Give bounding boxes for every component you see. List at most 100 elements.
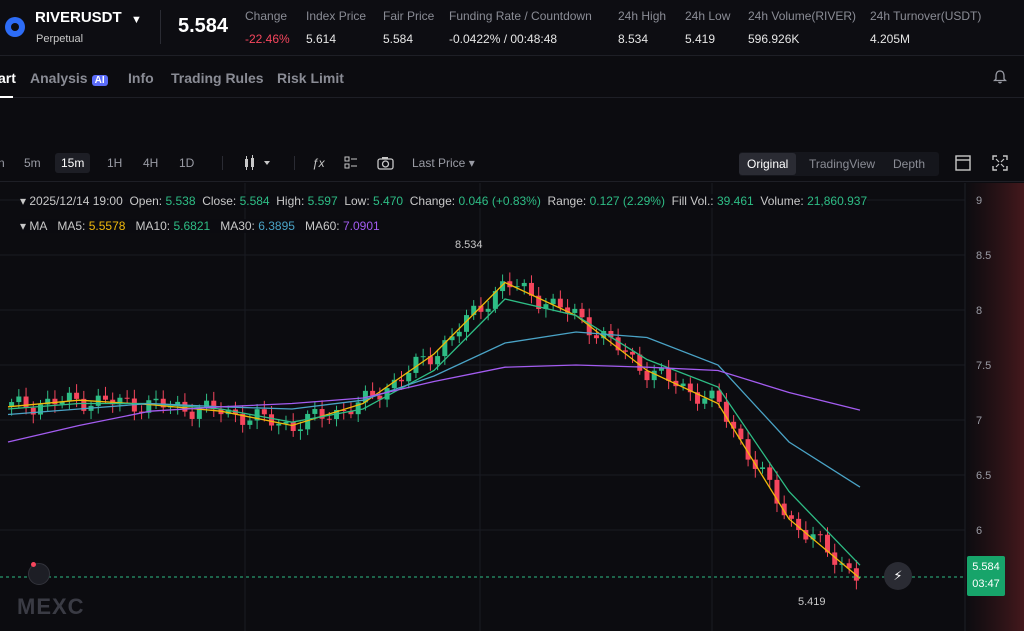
- candle-body: [117, 397, 123, 405]
- tab-chart[interactable]: art: [0, 70, 16, 86]
- calendar-icon[interactable]: [28, 563, 50, 585]
- candle-body: [731, 421, 737, 429]
- candle-body: [362, 390, 368, 403]
- candle-body: [796, 518, 802, 531]
- candle-body: [204, 400, 210, 409]
- candle-body: [745, 439, 751, 460]
- ai-badge: AI: [91, 75, 108, 86]
- interval-partial[interactable]: n: [0, 156, 5, 170]
- view-original[interactable]: Original: [739, 153, 797, 175]
- candle-body: [528, 282, 534, 296]
- candle-body: [500, 281, 506, 292]
- watermark-logo: MEXC: [17, 594, 85, 619]
- tab-analysis[interactable]: Analysis AI: [30, 70, 108, 86]
- coin-icon: [5, 17, 25, 37]
- candle-body: [825, 534, 831, 553]
- price-type-select[interactable]: Last Price ▾: [412, 156, 475, 170]
- interval-1h[interactable]: 1H: [107, 156, 123, 170]
- candle-body: [593, 335, 599, 339]
- settings-icon[interactable]: [955, 155, 971, 171]
- candle-body: [658, 368, 664, 371]
- candle-body: [16, 396, 22, 403]
- divider: [160, 10, 161, 44]
- candle-body: [817, 534, 823, 536]
- candle-type-icon[interactable]: [243, 155, 273, 171]
- interval-4h[interactable]: 4H: [143, 156, 159, 170]
- price-axis[interactable]: 9 8.5 8 7.5 7 6.5 6: [976, 195, 991, 537]
- candle-body: [124, 397, 130, 399]
- candle-body: [651, 370, 657, 381]
- quick-trade-button[interactable]: ⚡: [884, 562, 912, 590]
- candle-body: [767, 467, 773, 480]
- contract-type: Perpetual: [36, 33, 84, 45]
- fullscreen-icon[interactable]: [992, 155, 1008, 171]
- candle-body: [9, 402, 15, 407]
- candle-body: [803, 530, 809, 540]
- notification-dot: [31, 562, 36, 567]
- price-chart[interactable]: 9 8.5 8 7.5 7 6.5 6 8.534 5.419: [0, 183, 1024, 631]
- candle-body: [254, 409, 260, 421]
- candle-body: [435, 356, 441, 365]
- candle-body: [565, 307, 571, 313]
- candle-body: [853, 568, 859, 581]
- layout-icon[interactable]: [344, 156, 358, 170]
- indicator-icon[interactable]: ƒx: [312, 156, 325, 170]
- candle-body: [644, 370, 650, 381]
- candle-body: [463, 315, 469, 332]
- candle-body: [269, 414, 275, 426]
- active-tab-indicator: [0, 96, 13, 98]
- stat-fair-price: Fair Price 5.584: [383, 9, 435, 46]
- ma5-line: [7, 281, 861, 579]
- stat-24h-high: 24h High 8.534: [618, 9, 667, 46]
- candle-body: [615, 337, 621, 351]
- candle-body: [666, 368, 672, 381]
- candle-body: [247, 420, 253, 425]
- view-tradingview[interactable]: TradingView: [809, 157, 876, 171]
- candle-body: [81, 398, 87, 411]
- price-tick-label: 8: [976, 305, 982, 317]
- symbol-name[interactable]: RIVERUSDT: [35, 9, 122, 26]
- candle-body: [160, 398, 166, 408]
- candle-body: [377, 395, 383, 400]
- candle-body: [492, 291, 498, 309]
- tab-risk-limit[interactable]: Risk Limit: [277, 70, 344, 86]
- collapse-caret-icon[interactable]: ▾: [20, 219, 30, 233]
- candle-body: [74, 392, 80, 399]
- candle-body: [370, 390, 376, 396]
- candle-body: [702, 398, 708, 404]
- symbol-dropdown-icon[interactable]: ▼: [131, 14, 142, 26]
- candle-body: [413, 356, 419, 373]
- candle-body: [384, 388, 390, 400]
- candle-body: [30, 407, 36, 415]
- candle-body: [146, 400, 152, 413]
- candle-body: [261, 409, 267, 415]
- candle-body: [196, 408, 202, 419]
- candle-body: [420, 356, 426, 358]
- candle-body: [319, 409, 325, 419]
- candle-body: [297, 429, 303, 432]
- tab-info[interactable]: Info: [128, 70, 154, 86]
- tab-trading-rules[interactable]: Trading Rules: [171, 70, 264, 86]
- candle-body: [175, 401, 181, 406]
- notification-bell-icon[interactable]: [993, 70, 1007, 84]
- camera-icon[interactable]: [377, 156, 394, 170]
- collapse-caret-icon[interactable]: ▾: [20, 194, 30, 208]
- candle-body: [774, 479, 780, 504]
- candle-body: [139, 411, 145, 413]
- candle-body: [687, 383, 693, 393]
- candle-body: [478, 305, 484, 312]
- candle-body: [52, 398, 58, 405]
- candle-body: [788, 515, 794, 519]
- candle-body: [622, 350, 628, 352]
- stat-funding-rate: Funding Rate / Countdown -0.0422% / 00:4…: [449, 9, 592, 46]
- candle-body: [66, 392, 72, 402]
- price-tick-label: 7.5: [976, 360, 991, 372]
- interval-5m[interactable]: 5m: [24, 156, 41, 170]
- candle-body: [355, 402, 361, 415]
- interval-15m[interactable]: 15m: [55, 153, 91, 173]
- interval-1d[interactable]: 1D: [179, 156, 195, 170]
- view-depth[interactable]: Depth: [893, 157, 926, 171]
- candle-body: [449, 336, 455, 341]
- candle-body: [45, 398, 51, 405]
- candle-body: [305, 413, 311, 430]
